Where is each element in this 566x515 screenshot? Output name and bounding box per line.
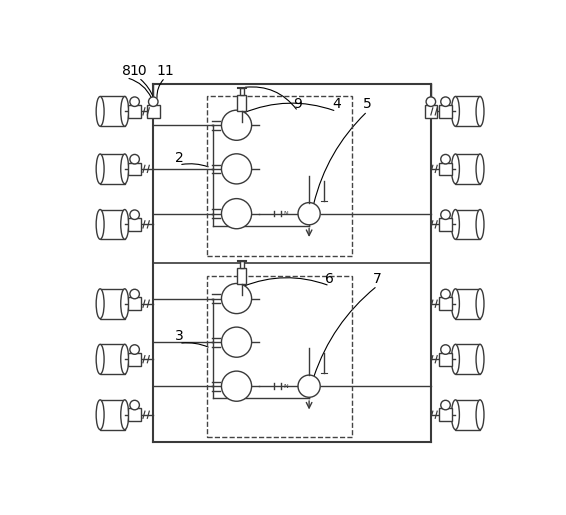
- Bar: [240, 261, 244, 268]
- Bar: [100, 210, 125, 239]
- Circle shape: [130, 154, 139, 164]
- Ellipse shape: [476, 96, 484, 126]
- Circle shape: [298, 375, 320, 397]
- Ellipse shape: [96, 400, 104, 430]
- Text: 10: 10: [130, 64, 147, 78]
- Circle shape: [130, 400, 139, 410]
- Ellipse shape: [121, 96, 128, 126]
- Ellipse shape: [121, 345, 128, 374]
- Text: 6: 6: [325, 272, 334, 286]
- Bar: [439, 163, 452, 175]
- Bar: [128, 353, 141, 366]
- Ellipse shape: [476, 400, 484, 430]
- Bar: [237, 95, 246, 111]
- Ellipse shape: [452, 400, 460, 430]
- Circle shape: [221, 327, 252, 357]
- Text: 8: 8: [122, 64, 131, 78]
- Ellipse shape: [121, 400, 128, 430]
- Circle shape: [221, 371, 252, 401]
- Circle shape: [441, 210, 451, 219]
- Ellipse shape: [476, 289, 484, 319]
- Circle shape: [441, 400, 451, 410]
- Text: N: N: [284, 211, 289, 216]
- Bar: [128, 408, 141, 421]
- Circle shape: [221, 154, 252, 184]
- Text: N: N: [284, 384, 289, 389]
- Bar: [439, 297, 452, 310]
- Bar: [100, 345, 125, 374]
- Bar: [100, 154, 125, 184]
- Circle shape: [441, 97, 451, 107]
- Text: 2: 2: [175, 151, 183, 165]
- Ellipse shape: [96, 154, 104, 184]
- Circle shape: [221, 283, 252, 314]
- Bar: [207, 95, 351, 256]
- Bar: [456, 154, 480, 184]
- Ellipse shape: [476, 210, 484, 239]
- Text: 3: 3: [175, 330, 183, 344]
- Bar: [240, 88, 244, 95]
- Bar: [456, 210, 480, 239]
- Bar: [456, 345, 480, 374]
- Text: 9: 9: [294, 97, 302, 111]
- Text: 11: 11: [156, 64, 174, 78]
- Bar: [456, 289, 480, 319]
- Bar: [439, 353, 452, 366]
- Circle shape: [441, 289, 451, 299]
- Bar: [128, 105, 141, 118]
- Bar: [100, 400, 125, 430]
- Circle shape: [130, 210, 139, 219]
- Circle shape: [130, 97, 139, 107]
- Text: 4: 4: [332, 97, 341, 111]
- Bar: [128, 218, 141, 231]
- Bar: [147, 105, 160, 118]
- Bar: [439, 105, 452, 118]
- Bar: [128, 297, 141, 310]
- Circle shape: [221, 110, 252, 140]
- Circle shape: [426, 97, 436, 107]
- Ellipse shape: [452, 96, 460, 126]
- Ellipse shape: [452, 210, 460, 239]
- Text: 7: 7: [373, 272, 381, 286]
- Ellipse shape: [452, 345, 460, 374]
- Ellipse shape: [121, 210, 128, 239]
- Bar: [128, 163, 141, 175]
- Circle shape: [441, 154, 451, 164]
- Ellipse shape: [476, 154, 484, 184]
- Text: 5: 5: [363, 97, 372, 111]
- Bar: [424, 105, 437, 118]
- Ellipse shape: [452, 289, 460, 319]
- Bar: [100, 289, 125, 319]
- Circle shape: [441, 345, 451, 354]
- Ellipse shape: [121, 154, 128, 184]
- Ellipse shape: [96, 210, 104, 239]
- Ellipse shape: [121, 289, 128, 319]
- Ellipse shape: [96, 345, 104, 374]
- Bar: [456, 400, 480, 430]
- Ellipse shape: [476, 345, 484, 374]
- Circle shape: [130, 345, 139, 354]
- Ellipse shape: [96, 289, 104, 319]
- Bar: [100, 96, 125, 126]
- Circle shape: [130, 289, 139, 299]
- Circle shape: [221, 199, 252, 229]
- Bar: [439, 218, 452, 231]
- Bar: [456, 96, 480, 126]
- Bar: [439, 408, 452, 421]
- Bar: [207, 276, 351, 437]
- Bar: [237, 268, 246, 284]
- Ellipse shape: [96, 96, 104, 126]
- Circle shape: [148, 97, 158, 107]
- Circle shape: [298, 202, 320, 225]
- Ellipse shape: [452, 154, 460, 184]
